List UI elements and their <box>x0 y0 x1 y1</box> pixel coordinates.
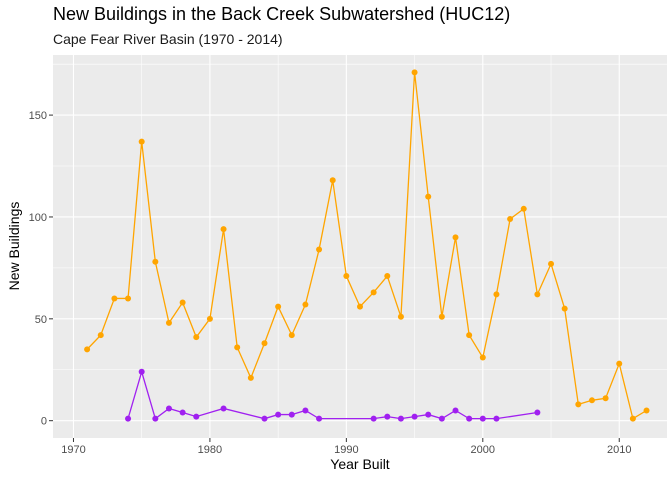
series-1-point <box>275 303 282 310</box>
series-2-point <box>138 368 145 375</box>
series-1-point <box>425 193 432 200</box>
series-1-line <box>86 72 647 420</box>
x-tick-label: 2000 <box>471 444 495 456</box>
series-1-point <box>329 177 336 184</box>
y-axis-label: New Buildings <box>6 202 22 291</box>
series-2-point <box>452 407 459 414</box>
series-1-point <box>111 295 118 302</box>
series-layer <box>84 69 650 422</box>
series-2-point <box>220 405 227 412</box>
y-tick-label: 0 <box>41 416 47 428</box>
series-1-point <box>466 332 473 339</box>
series-1-point <box>575 401 582 408</box>
x-axis: 1970 1980 1990 2000 2010 <box>61 438 631 456</box>
series-1-point <box>588 397 595 404</box>
chart-title: New Buildings in the Back Creek Subwater… <box>53 4 511 24</box>
series-1-point <box>370 289 377 296</box>
series-1-point <box>84 346 91 353</box>
plot-panel <box>53 55 667 438</box>
series-2-point <box>125 415 132 422</box>
series-2-point <box>302 407 309 414</box>
series-1-point <box>193 334 200 341</box>
series-2-point <box>152 415 159 422</box>
series-1-point <box>452 234 459 241</box>
series-1-point <box>152 258 159 265</box>
series-1-point <box>520 205 527 212</box>
series-2-point <box>479 415 486 422</box>
y-tick-label: 150 <box>29 110 47 122</box>
series-2-point <box>493 415 500 422</box>
y-tick-label: 50 <box>35 314 47 326</box>
series-2-point <box>438 415 445 422</box>
series-1-point <box>384 273 391 280</box>
series-1-point <box>165 319 172 326</box>
series-1-point <box>316 246 323 253</box>
series-1-point <box>507 215 514 222</box>
series-1-point <box>125 295 132 302</box>
series-1-point <box>261 340 268 347</box>
series-1-point <box>616 360 623 367</box>
x-tick-label: 1980 <box>198 444 222 456</box>
series-1-point <box>138 138 145 145</box>
series-1-point <box>247 374 254 381</box>
series-2-point <box>425 411 432 418</box>
series-1-point <box>97 332 104 339</box>
series-1-point <box>561 305 568 312</box>
series-2-point <box>261 415 268 422</box>
x-tick-label: 1970 <box>61 444 85 456</box>
series-1 <box>84 69 650 422</box>
series-1-point <box>343 273 350 280</box>
x-axis-label: Year Built <box>330 456 390 472</box>
series-2-point <box>397 415 404 422</box>
chart-subtitle: Cape Fear River Basin (1970 - 2014) <box>53 31 283 47</box>
series-1-point <box>534 291 541 298</box>
y-tick-label: 100 <box>29 212 47 224</box>
series-1-point <box>206 315 213 322</box>
series-1-point <box>234 344 241 351</box>
series-1-point <box>357 303 363 310</box>
series-2-point <box>466 415 473 422</box>
series-1-point <box>629 415 636 422</box>
series-1-point <box>220 226 227 233</box>
y-axis: 0 50 100 150 <box>29 110 53 428</box>
series-2-point <box>179 409 186 416</box>
series-1-point <box>302 301 309 308</box>
series-1-point <box>479 354 486 361</box>
minor-gridlines <box>53 55 667 438</box>
series-2-point <box>165 405 172 412</box>
series-2-point <box>316 415 323 422</box>
series-2 <box>125 368 541 422</box>
series-1-point <box>643 407 650 414</box>
series-2-point <box>411 413 418 420</box>
series-2-point <box>288 411 295 418</box>
x-tick-label: 1990 <box>334 444 358 456</box>
series-1-point <box>493 291 500 298</box>
series-1-point <box>548 260 555 267</box>
series-1-point <box>179 299 186 306</box>
series-2-point <box>534 409 541 416</box>
x-tick-label: 2010 <box>607 444 631 456</box>
series-1-point <box>411 69 418 76</box>
major-gridlines <box>53 55 667 438</box>
series-2-point <box>275 411 282 418</box>
series-2-point <box>384 413 391 420</box>
series-1-point <box>397 313 404 320</box>
series-2-point <box>370 415 377 422</box>
series-1-point <box>438 313 445 320</box>
series-2-point <box>193 413 200 420</box>
series-1-point <box>602 395 609 402</box>
series-1-point <box>288 332 295 339</box>
